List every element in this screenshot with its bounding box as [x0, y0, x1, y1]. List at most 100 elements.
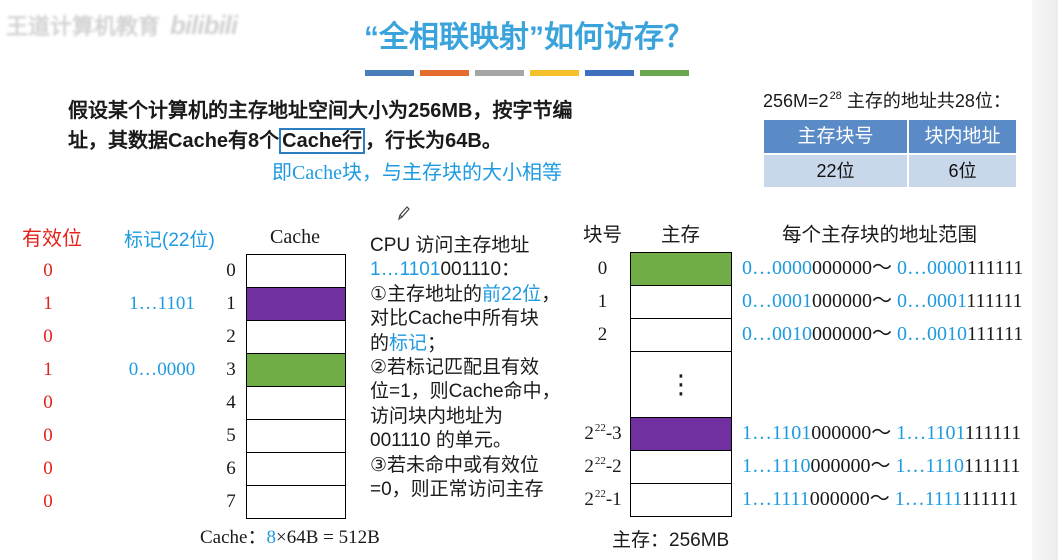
memory-block-row: 0 0…0000000000～ 0…0000111111 [560, 252, 1040, 286]
range-start-tag: 1…1111 [742, 488, 810, 510]
range-end-tag: 0…0000 [897, 257, 967, 279]
caption-base: 256M=2 [763, 91, 829, 111]
step-highlight: 前22位 [482, 283, 542, 305]
line-index: 7 [226, 491, 236, 512]
range-end-offset: 111111 [966, 290, 1023, 312]
cache-line-block [246, 287, 346, 321]
access-steps: CPU 访问主存地址 1…1101001110： ①主存地址的前22位， 对比C… [370, 234, 561, 502]
step-line: ③若未命中或有效位 [370, 454, 561, 478]
slide-title: “全相联映射”如何访存？ [364, 21, 694, 54]
address-range: 1…1110000000～ 1…1110111111 [742, 450, 1020, 483]
block-number-base: 0 [597, 258, 608, 279]
step-text: 的 [370, 332, 390, 354]
range-start-tag: 0…0001 [742, 290, 812, 312]
step-line: 访问块内地址为 [370, 405, 561, 429]
step-text: CPU 访问主存地址 [370, 235, 530, 256]
line-index: 2 [226, 326, 236, 347]
block-number-exponent: 22 [594, 422, 606, 434]
omitted-blocks: ⋮ [630, 351, 732, 418]
main-memory-title: 主存 [661, 224, 701, 246]
tag-value: 0…0000 [128, 359, 196, 380]
step-line: ①主存地址的前22位， [370, 283, 561, 307]
block-number-bits: 22位 [764, 155, 907, 187]
range-separator: ～ [871, 422, 892, 444]
cache-size-summary: Cache：8×64B = 512B [200, 526, 380, 550]
valid-bit: 0 [43, 260, 53, 281]
title-underline-bars [365, 70, 689, 76]
step-text: 001110 的单元。 [370, 430, 512, 452]
block-number-base: 1 [597, 291, 608, 312]
step-line: 1…1101001110： [370, 258, 561, 282]
address-offset-part: 001110： [440, 259, 521, 281]
memory-block-row: 222-3 1…1101000000～ 1…1101111111 [560, 417, 1040, 451]
valid-bit: 1 [43, 359, 53, 380]
range-start-tag: 0…0000 [742, 257, 812, 279]
memory-block-row: 1 0…0001000000～ 0…0001111111 [560, 285, 1040, 319]
address-format-caption: 256M=228 主存的地址共28位： [763, 89, 1011, 116]
range-start-offset: 000000 [809, 488, 870, 510]
range-separator: ～ [870, 455, 891, 477]
range-end-tag: 1…1101 [896, 422, 966, 444]
underline-bar-gray [475, 70, 524, 76]
watermark: 王道计算机教育 bilibili [6, 10, 238, 42]
range-start-offset: 000000 [812, 257, 872, 279]
valid-bit: 0 [43, 392, 53, 413]
cache-line-block [246, 353, 346, 387]
intro-line-1: 假设某个计算机的主存地址空间大小为256MB，按字节编 [68, 100, 573, 122]
intro-line-2: 址，其数据Cache有8个 Cache行 ，行长为64B。 [68, 127, 502, 155]
range-start-tag: 1…1110 [742, 455, 811, 477]
step-line: 对比Cache中所有块 [370, 307, 561, 331]
cache-summary-label: Cache： [200, 527, 267, 548]
underline-bar-blue [365, 70, 414, 76]
block-offset-bits: 6位 [909, 155, 1016, 187]
cache-line-block [246, 485, 346, 519]
caption-exponent: 28 [829, 90, 842, 102]
address-range-header: 每个主存块的地址范围 [782, 224, 978, 246]
block-number-header: 块号 [583, 224, 623, 246]
range-separator: ～ [872, 323, 892, 345]
step-line: CPU 访问主存地址 [370, 234, 561, 258]
block-number: 2 [573, 318, 633, 351]
step-text: ②若标记匹配且有效 [370, 357, 540, 379]
block-number: 222-1 [573, 483, 633, 516]
address-range: 0…0000000000～ 0…0000111111 [742, 252, 1023, 285]
step-text: 对比Cache中所有块 [370, 308, 539, 330]
memory-block-row: 2 0…0010000000～ 0…0010111111 [560, 318, 1040, 352]
line-index: 5 [226, 425, 236, 446]
cache-line-block [246, 419, 346, 453]
cache-line: 0 4 [0, 386, 360, 420]
block-number-exponent: 22 [594, 488, 606, 500]
memory-block [630, 252, 732, 286]
block-number-base: 2 [597, 324, 608, 345]
range-end-offset: 111111 [967, 323, 1024, 345]
memory-block [630, 417, 732, 451]
pencil-icon [397, 205, 411, 226]
tag-value: 1…1101 [129, 293, 195, 314]
valid-bit: 0 [43, 458, 53, 479]
cache-line: 1 0…0000 3 [0, 353, 360, 387]
underline-bar-orange [420, 70, 469, 76]
step-highlight: 标记 [389, 332, 428, 354]
tag-value [110, 419, 214, 452]
address-range: 1…1111000000～ 1…1111111111 [742, 483, 1018, 516]
address-tag-part: 1…1101 [370, 259, 441, 281]
block-number-base: 2 [584, 456, 594, 477]
range-separator: ～ [869, 488, 890, 510]
cache-line-count: 8 [266, 527, 276, 548]
memory-block [630, 483, 732, 517]
step-line: 位=1，则Cache命中， [370, 380, 561, 404]
address-format-table: 主存块号 块内地址 22位 6位 [764, 120, 1016, 187]
step-line: 001110 的单元。 [370, 429, 561, 453]
slide-right-edge [1032, 0, 1058, 560]
range-separator: ～ [872, 290, 892, 312]
step-line: 的标记； [370, 332, 561, 356]
cache-line: 0 6 [0, 452, 360, 486]
tag-value [110, 485, 214, 518]
block-number-suffix: -2 [605, 456, 622, 477]
block-number: 222-3 [573, 417, 633, 450]
range-start-offset: 000000 [810, 455, 871, 477]
tag-header: 标记(22位) [124, 230, 215, 251]
range-end-tag: 1…1111 [894, 488, 963, 510]
range-end-tag: 0…0010 [897, 323, 967, 345]
